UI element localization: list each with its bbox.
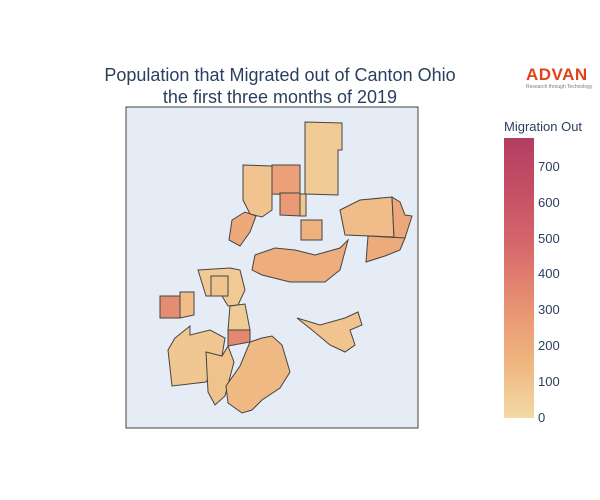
region-r20[interactable]	[225, 335, 291, 414]
colorbar-tick-label: 0	[538, 410, 546, 425]
region-r15[interactable]	[179, 291, 195, 319]
region-r21[interactable]	[296, 311, 363, 353]
chart-title-line-2: the first three months of 2019	[162, 87, 398, 107]
colorbar-tick-label: 500	[538, 230, 560, 246]
region-r1[interactable]	[304, 121, 343, 196]
colorbar-tick-label: 400	[538, 266, 560, 282]
colorbar-gradient	[504, 138, 534, 418]
colorbar-tick-label: 100	[538, 374, 560, 390]
chart-title: Population that Migrated out of Canton O…	[60, 64, 500, 108]
region-r11[interactable]	[251, 238, 349, 283]
region-r5[interactable]	[299, 193, 307, 217]
colorbar-title: Migration Out	[504, 119, 583, 134]
logo-wordmark: ADVAN	[526, 65, 588, 84]
region-r4[interactable]	[279, 192, 301, 217]
region-r19[interactable]	[205, 344, 235, 406]
region-r10[interactable]	[365, 235, 406, 263]
region-r7[interactable]	[228, 211, 257, 247]
colorbar-tick-label: 600	[538, 194, 560, 210]
colorbar-tick-label: 200	[538, 338, 560, 354]
colorbar-tick-label: 300	[538, 302, 560, 318]
region-r3[interactable]	[271, 164, 301, 196]
region-r17[interactable]	[227, 303, 251, 331]
region-r6[interactable]	[300, 219, 323, 241]
logo-tagline: Research through Technology	[526, 84, 593, 90]
colorbar-tick-label: 700	[538, 158, 560, 174]
region-r13[interactable]	[210, 275, 229, 297]
region-r2[interactable]	[242, 164, 273, 218]
region-r14[interactable]	[159, 295, 181, 319]
chart-title-line-1: Population that Migrated out of Canton O…	[104, 65, 456, 85]
advan-logo: ADVAN Research through Technology	[526, 65, 596, 91]
